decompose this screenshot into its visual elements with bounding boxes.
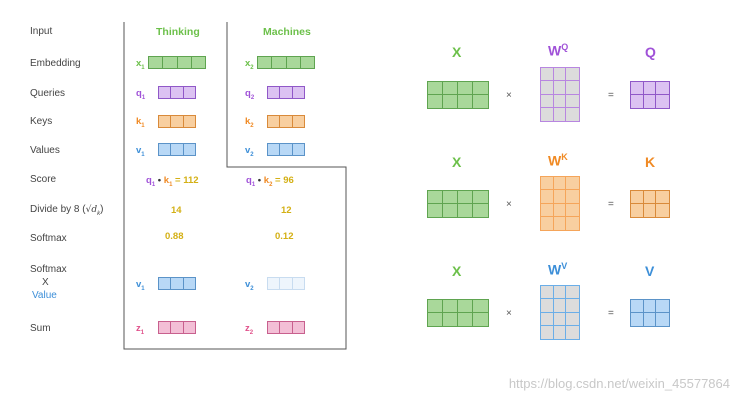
label-softmax-x-1: Softmax bbox=[30, 264, 67, 275]
k1-label: k1 bbox=[136, 116, 145, 129]
wq-weight-matrix bbox=[540, 67, 580, 122]
k-matrix-label: K bbox=[645, 154, 656, 170]
score-thinking: q1 • k1 = 112 bbox=[146, 175, 199, 188]
q1-query-vector bbox=[158, 86, 196, 99]
watermark-url: https://blog.csdn.net/weixin_45577864 bbox=[508, 376, 730, 391]
softmax-machines: 0.12 bbox=[275, 231, 294, 242]
v-matrix-label: V bbox=[645, 263, 655, 279]
x-matrix-v bbox=[427, 299, 489, 327]
softmax-thinking: 0.88 bbox=[165, 231, 184, 242]
x2-label: x2 bbox=[245, 58, 254, 71]
divided-thinking: 14 bbox=[171, 205, 182, 216]
label-divide: Divide by 8 (√dk) bbox=[30, 204, 104, 217]
label-sum: Sum bbox=[30, 323, 51, 334]
v2-weighted-vector bbox=[267, 277, 305, 290]
q2-query-vector bbox=[267, 86, 305, 99]
wk-matrix-label: WK bbox=[548, 152, 568, 169]
z2-label: z2 bbox=[245, 323, 254, 336]
v-output-matrix bbox=[630, 299, 670, 327]
times-sign-v: × bbox=[506, 308, 512, 319]
word-header-machines: Machines bbox=[263, 26, 311, 38]
label-embedding: Embedding bbox=[30, 58, 81, 69]
x-matrix-label-k: X bbox=[452, 154, 462, 170]
equals-sign-q: = bbox=[608, 90, 614, 101]
q2-label: q2 bbox=[245, 88, 255, 101]
wv-matrix-label: WV bbox=[548, 261, 568, 278]
z1-sum-vector bbox=[158, 321, 196, 334]
k-output-matrix bbox=[630, 190, 670, 218]
wv-weight-matrix bbox=[540, 285, 580, 340]
word-header-thinking: Thinking bbox=[156, 26, 200, 38]
z2-sum-vector bbox=[267, 321, 305, 334]
v2-label: v2 bbox=[245, 145, 254, 158]
x-matrix-label-q: X bbox=[452, 44, 462, 60]
v2-weighted-label: v2 bbox=[245, 279, 254, 292]
x-matrix-label-v: X bbox=[452, 263, 462, 279]
divided-machines: 12 bbox=[281, 205, 292, 216]
equals-sign-k: = bbox=[608, 199, 614, 210]
v1-label: v1 bbox=[136, 145, 145, 158]
k2-key-vector bbox=[267, 115, 305, 128]
x1-label: x1 bbox=[136, 58, 145, 71]
wk-weight-matrix bbox=[540, 176, 580, 231]
v2-value-vector bbox=[267, 143, 305, 156]
label-input: Input bbox=[30, 26, 53, 37]
label-softmax: Softmax bbox=[30, 233, 67, 244]
x2-embedding-vector bbox=[257, 56, 315, 69]
q-output-matrix bbox=[630, 81, 670, 109]
k2-label: k2 bbox=[245, 116, 254, 129]
x-matrix-q bbox=[427, 81, 489, 109]
label-queries: Queries bbox=[30, 88, 66, 99]
v1-value-vector bbox=[158, 143, 196, 156]
wq-matrix-label: WQ bbox=[548, 42, 569, 59]
times-sign-q: × bbox=[506, 90, 512, 101]
v1-weighted-label: v1 bbox=[136, 279, 145, 292]
x1-embedding-vector bbox=[148, 56, 206, 69]
label-score: Score bbox=[30, 174, 57, 185]
v1-weighted-vector bbox=[158, 277, 196, 290]
label-keys: Keys bbox=[30, 116, 53, 127]
z1-label: z1 bbox=[136, 323, 145, 336]
equals-sign-v: = bbox=[608, 308, 614, 319]
score-machines: q1 • k2 = 96 bbox=[246, 175, 294, 188]
q1-label: q1 bbox=[136, 88, 146, 101]
label-softmax-x-3: Value bbox=[32, 290, 57, 301]
x-matrix-k bbox=[427, 190, 489, 218]
q-matrix-label: Q bbox=[645, 44, 656, 60]
label-softmax-x-2: X bbox=[42, 277, 49, 288]
label-values: Values bbox=[30, 145, 60, 156]
k1-key-vector bbox=[158, 115, 196, 128]
times-sign-k: × bbox=[506, 199, 512, 210]
